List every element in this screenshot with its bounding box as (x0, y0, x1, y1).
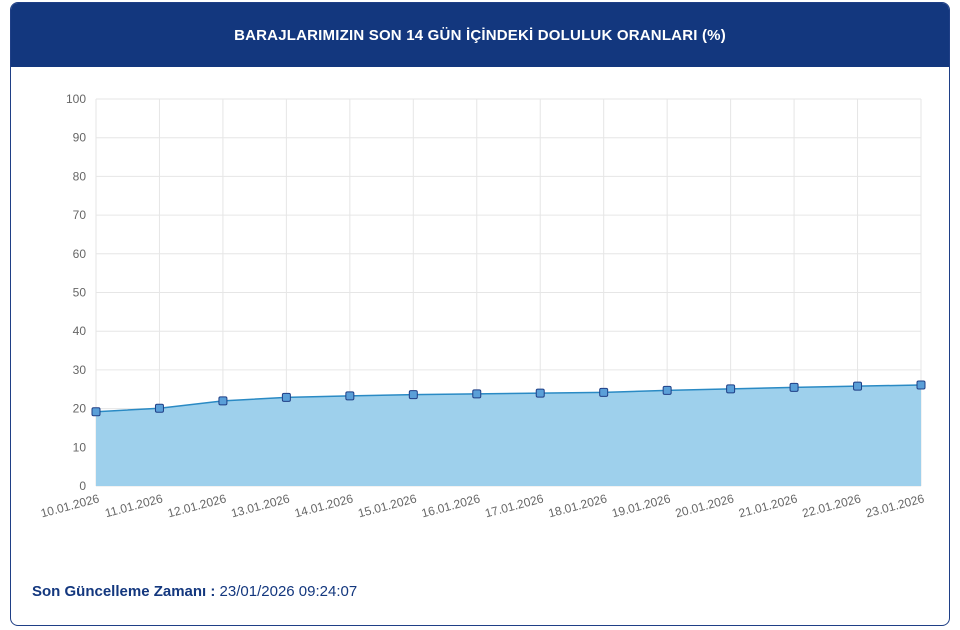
data-point (91, 407, 101, 417)
data-point (345, 391, 355, 401)
occupancy-area (96, 384, 921, 486)
data-point (662, 385, 672, 395)
last-update: Son Güncelleme Zamanı : 23/01/2026 09:24… (32, 583, 357, 600)
last-update-label: Son Güncelleme Zamanı : (32, 583, 216, 600)
x-tick-label: 10.01.2026 (39, 491, 101, 520)
occupancy-line (95, 384, 922, 413)
x-tick-label: 19.01.2026 (610, 491, 672, 520)
data-point (154, 403, 164, 413)
data-point (726, 384, 736, 394)
y-tick-label: 60 (73, 247, 87, 261)
y-tick-label: 70 (73, 208, 87, 222)
x-tick-label: 14.01.2026 (293, 491, 355, 520)
y-tick-label: 10 (73, 440, 87, 454)
data-point (789, 382, 799, 392)
x-tick-label: 18.01.2026 (547, 491, 609, 520)
last-update-value: 23/01/2026 09:24:07 (215, 583, 358, 600)
y-tick-label: 0 (79, 479, 86, 493)
data-point (281, 392, 291, 402)
x-tick-label: 12.01.2026 (166, 491, 228, 520)
data-point (599, 387, 609, 397)
y-tick-label: 100 (66, 92, 86, 106)
data-point (218, 396, 228, 406)
y-tick-label: 20 (73, 402, 87, 416)
data-point (535, 388, 545, 398)
x-tick-label: 22.01.2026 (801, 491, 863, 520)
data-point (916, 380, 926, 390)
dam-occupancy-card: BARAJLARIMIZIN SON 14 GÜN İÇİNDEKİ DOLUL… (10, 2, 950, 626)
x-tick-label: 23.01.2026 (864, 491, 926, 520)
x-tick-label: 21.01.2026 (737, 491, 799, 520)
x-tick-label: 11.01.2026 (103, 491, 164, 520)
x-tick-label: 20.01.2026 (674, 491, 736, 520)
y-tick-label: 50 (73, 286, 87, 300)
chart-title: BARAJLARIMIZIN SON 14 GÜN İÇİNDEKİ DOLUL… (234, 26, 726, 44)
occupancy-area-chart: 0 10 20 30 40 50 60 70 80 90 100 10.01.2026 11.01.20… (39, 92, 926, 520)
y-tick-label: 80 (73, 169, 87, 183)
data-point (472, 389, 482, 399)
data-point (408, 390, 418, 400)
chart-header: BARAJLARIMIZIN SON 14 GÜN İÇİNDEKİ DOLUL… (11, 3, 949, 67)
x-tick-label: 17.01.2026 (483, 491, 545, 520)
y-tick-label: 90 (73, 131, 87, 145)
y-tick-label: 40 (73, 324, 87, 338)
data-point (853, 381, 863, 391)
x-tick-label: 15.01.2026 (356, 491, 418, 520)
x-tick-label: 13.01.2026 (230, 491, 292, 520)
x-tick-label: 16.01.2026 (420, 491, 482, 520)
y-tick-label: 30 (73, 363, 87, 377)
